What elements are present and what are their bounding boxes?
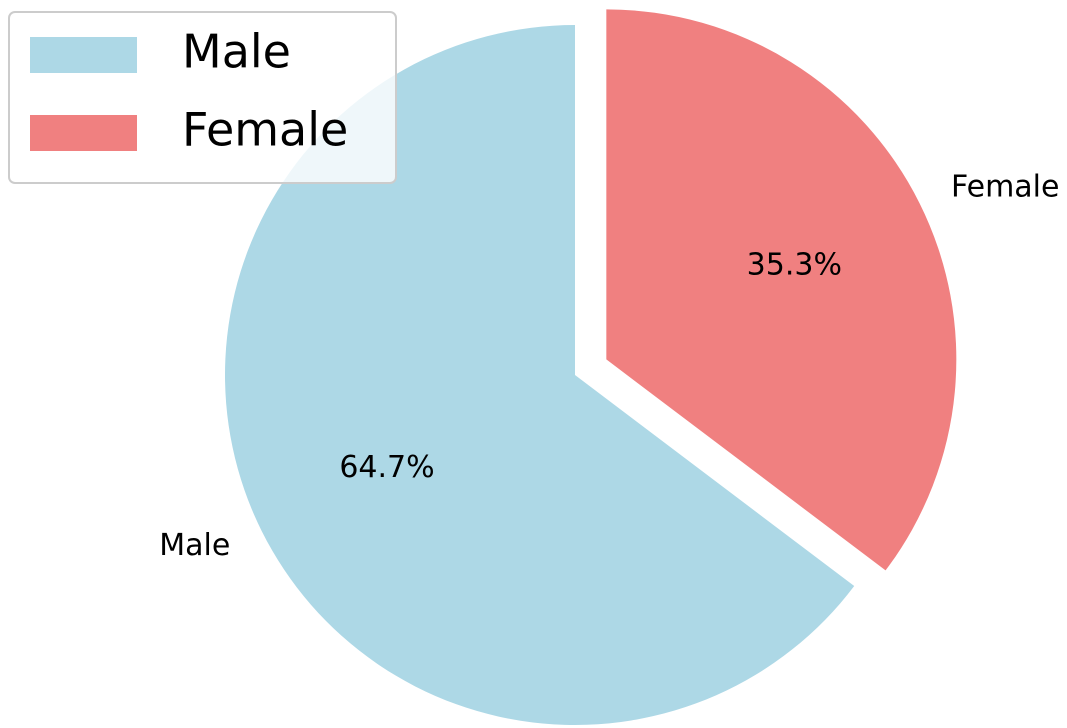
slice-percent: 64.7% bbox=[339, 450, 434, 485]
slice-percent: 35.3% bbox=[747, 247, 842, 282]
legend-swatch bbox=[30, 115, 137, 151]
slice-label: Male bbox=[159, 528, 230, 563]
pie-slice bbox=[224, 25, 855, 726]
legend: Male Female bbox=[8, 11, 397, 184]
legend-swatch bbox=[30, 37, 137, 73]
slice-label: Female bbox=[951, 169, 1059, 204]
legend-label: Male bbox=[182, 25, 291, 79]
pie-slice bbox=[606, 9, 957, 571]
legend-label: Female bbox=[182, 103, 348, 157]
